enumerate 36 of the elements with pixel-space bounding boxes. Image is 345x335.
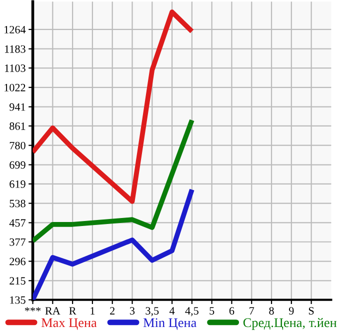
x-tick-label: 3 <box>130 307 135 315</box>
x-tick-label: *** <box>24 307 41 312</box>
x-tick-label: R <box>69 307 76 314</box>
line-series <box>32 118 194 244</box>
y-tick-label: 780 <box>10 142 26 150</box>
x-tick-label: S <box>308 307 314 315</box>
y-tick-label: 457 <box>9 219 26 227</box>
legend-label: Сред.Цена, т.йен <box>243 318 337 330</box>
y-tick-label: 941 <box>10 103 26 111</box>
y-tick-label: 1022 <box>4 84 26 92</box>
line-series <box>32 10 194 204</box>
x-tick-label: 4 <box>169 307 175 314</box>
y-tick-label: 377 <box>10 238 26 246</box>
y-tick-label: 1103 <box>5 64 26 72</box>
x-tick-label: 6 <box>229 307 234 315</box>
y-tick-label: 296 <box>10 258 26 266</box>
x-tick-label: 7 <box>250 307 254 314</box>
y-tick-label: 619 <box>10 180 26 188</box>
x-tick-label: 8 <box>269 307 274 315</box>
line-series <box>32 187 194 300</box>
y-tick-label: 1264 <box>4 26 26 34</box>
x-tick-label: 9 <box>288 307 294 315</box>
y-tick-label: 215 <box>10 277 26 285</box>
legend-label: Max Цена <box>41 318 97 330</box>
x-tick-label: 1 <box>90 307 95 314</box>
y-tick-label: 135 <box>10 296 26 304</box>
x-tick-label: 5 <box>210 307 214 315</box>
legend-label: Min Цена <box>143 318 196 330</box>
y-tick-label: 1183 <box>5 45 26 53</box>
x-tick-label: 3,5 <box>146 307 159 316</box>
x-tick-label: 2 <box>110 307 115 314</box>
x-tick-label: 4,5 <box>185 307 198 316</box>
y-tick-label: 861 <box>10 122 26 130</box>
x-tick-label: RA <box>45 307 60 314</box>
y-tick-label: 538 <box>10 200 26 208</box>
y-tick-label: 699 <box>10 161 26 169</box>
